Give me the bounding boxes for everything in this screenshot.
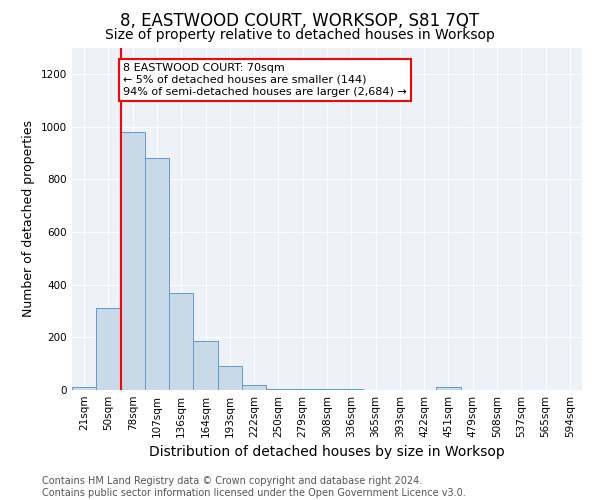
Bar (96, 308, 121, 390)
Bar (72, 388, 96, 390)
Bar (145, 158, 169, 390)
Bar (121, 132, 145, 390)
Text: Contains HM Land Registry data © Crown copyright and database right 2024.
Contai: Contains HM Land Registry data © Crown c… (42, 476, 466, 498)
Bar (290, 389, 315, 390)
Text: Size of property relative to detached houses in Worksop: Size of property relative to detached ho… (105, 28, 495, 42)
Bar (218, 366, 242, 390)
Y-axis label: Number of detached properties: Number of detached properties (22, 120, 35, 318)
Bar (169, 292, 193, 390)
Bar (242, 384, 266, 390)
Bar (436, 388, 461, 390)
Text: 8 EASTWOOD COURT: 70sqm
← 5% of detached houses are smaller (144)
94% of semi-de: 8 EASTWOOD COURT: 70sqm ← 5% of detached… (123, 64, 407, 96)
Bar (266, 388, 290, 390)
Bar (193, 342, 218, 390)
X-axis label: Distribution of detached houses by size in Worksop: Distribution of detached houses by size … (149, 446, 505, 460)
Text: 8, EASTWOOD COURT, WORKSOP, S81 7QT: 8, EASTWOOD COURT, WORKSOP, S81 7QT (121, 12, 479, 30)
